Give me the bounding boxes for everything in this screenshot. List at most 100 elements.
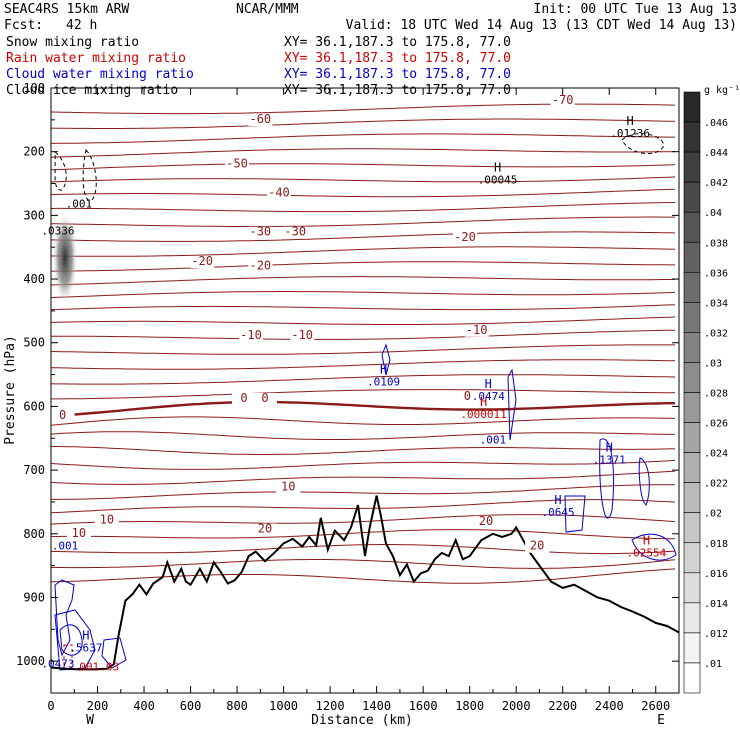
extremum-h-marker: H	[643, 534, 650, 548]
header-fcst-value: 42 h	[66, 18, 97, 33]
colorbar-swatch	[683, 241, 701, 273]
field-snow-name: Snow mixing ratio	[6, 35, 139, 50]
isotherm-label-bg	[276, 481, 301, 494]
field-snow-xy: XY= 36.1,187.3 to 175.8, 77.0	[284, 35, 511, 50]
x-tick-label: 600	[180, 699, 202, 713]
cloudwater-contour-west-2	[54, 609, 96, 671]
isotherm-label: 10	[100, 513, 114, 527]
isotherm-label-bg	[453, 231, 478, 244]
extremum-value: .5637	[69, 642, 102, 655]
isotherm-line	[51, 499, 676, 514]
isotherm-line	[51, 246, 676, 257]
colorbar-swatch	[683, 91, 701, 123]
isotherm-line	[51, 431, 675, 440]
y-tick-label: 400	[23, 272, 45, 286]
isotherm-label: -30	[284, 225, 306, 239]
isotherm-line	[51, 148, 676, 158]
y-axis-label: Pressure (hPa)	[3, 335, 18, 445]
cloudwater-contour-west	[54, 579, 75, 657]
isotherm-line	[51, 344, 675, 355]
colorbar-tick-label: .026	[704, 419, 728, 430]
isotherm-line	[51, 261, 675, 272]
colorbar-unit: g kg⁻¹	[704, 85, 740, 96]
colorbar-tick-label: .046	[704, 118, 728, 129]
cloudwater-contour-east-4	[631, 533, 677, 561]
header-fcst-label: Fcst:	[4, 18, 43, 33]
isotherm-line	[51, 216, 675, 227]
x-tick-label: 1800	[455, 699, 484, 713]
extremum-value: .02554	[627, 547, 667, 560]
colorbar-swatch	[683, 211, 701, 243]
header-model: SEAC4RS 15km ARW	[4, 2, 129, 17]
y-tick-label: 200	[23, 145, 45, 159]
isotherm-label-bg	[290, 329, 315, 342]
isotherm-label: -20	[249, 259, 271, 273]
isotherm-label: 10	[72, 526, 86, 540]
isotherm-line	[51, 559, 676, 569]
isotherm-label-bg	[266, 187, 291, 200]
colorbar-tick-label: .034	[704, 298, 728, 309]
extremum-h-marker: H	[606, 441, 613, 455]
x-tick-label: 1400	[362, 699, 391, 713]
isotherm-label: 10	[281, 479, 295, 493]
isotherm-label: 0	[261, 391, 268, 405]
x-tick-label: 800	[226, 699, 248, 713]
contour-labels: -70-60-50-40-30 -30-20 -20-20-10 -10 -1000 0 0…	[41, 93, 666, 674]
colorbar-tick-label: .02	[704, 509, 722, 520]
isotherm-line	[51, 188, 676, 198]
isotherm-line	[51, 389, 675, 400]
cloudice-contour-west	[82, 148, 97, 202]
isotherm-label-bg	[473, 515, 498, 528]
isotherm-label-bg	[455, 391, 480, 404]
isotherm-label: -40	[268, 185, 290, 199]
colorbar-swatch	[683, 302, 701, 333]
colorbar-tick-label: .01	[704, 659, 722, 670]
extremum-value: .0109	[367, 375, 400, 388]
isotherm-line	[51, 459, 676, 470]
field-cloudice-xy: XY= 36.1,187.3 to 175.8, 77.0	[284, 83, 511, 98]
isotherm-line	[51, 231, 676, 242]
x-end-label-east: E	[657, 713, 665, 728]
isotherm-label-bg	[248, 260, 273, 273]
isotherm-label: 0	[59, 408, 66, 422]
isotherm-label: -10	[291, 328, 313, 342]
header-valid: Valid: 18 UTC Wed 14 Aug 13 (13 CDT Wed …	[346, 18, 737, 33]
isotherm-label-bg	[248, 114, 273, 127]
isotherm-line	[51, 470, 676, 485]
colorbar-swatch	[683, 332, 701, 363]
colorbar-tick-label: .038	[704, 238, 728, 249]
colorbar-tick-label: .012	[704, 629, 728, 640]
isotherm-line	[51, 202, 676, 213]
cloudice-contour-west-2	[54, 150, 67, 191]
extremum-value: .03	[99, 661, 119, 674]
y-tick-label: 100	[23, 81, 45, 95]
isotherm-label-bg	[66, 527, 91, 540]
colorbar-swatch	[683, 452, 701, 483]
colorbar-tick-label: .028	[704, 389, 728, 400]
cloudwater-contour-east-3	[564, 495, 586, 533]
isotherm-line	[51, 133, 675, 144]
header-init: Init: 00 UTC Tue 13 Aug 13	[534, 2, 738, 17]
isotherm-line	[51, 568, 676, 584]
isotherm-label-bg	[239, 329, 264, 342]
isotherm-line	[51, 304, 676, 311]
rain-contour-west	[63, 644, 73, 669]
isotherm-line	[51, 446, 676, 455]
axes: 0 200 400 600 800 1000 1200 1400 1600 1800 2000 220…	[16, 81, 679, 713]
x-tick-label: 1000	[269, 699, 298, 713]
isotherm-line	[51, 163, 676, 171]
y-tick-label: 800	[23, 527, 45, 541]
colorbar-swatch	[683, 181, 701, 213]
isotherm-line	[51, 118, 676, 129]
isotherm-label-bg	[252, 392, 277, 405]
cloudwater-contour-mid	[381, 343, 391, 376]
isotherm-label: 0	[464, 389, 471, 403]
y-tick-label: 1000	[16, 654, 45, 668]
x-end-label-west: W	[86, 713, 94, 728]
colorbar: .046 .044 .042 .04 .038 .036 .034 .032 .03 .028 .0…	[683, 91, 728, 694]
extremum-value: .1371	[593, 454, 626, 467]
colorbar-swatch	[683, 632, 701, 664]
field-cloudwater-xy: XY= 36.1,187.3 to 175.8, 77.0	[284, 67, 511, 82]
y-tick-label: 900	[23, 590, 45, 604]
extremum-value: .000011	[460, 408, 506, 421]
